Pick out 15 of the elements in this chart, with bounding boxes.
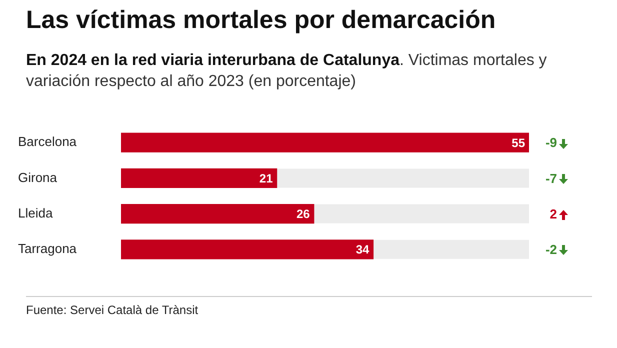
text: -7 (545, 170, 557, 186)
data-label: 34 (356, 242, 370, 257)
y-tick-label: Lleida (18, 205, 54, 220)
text: 2 (550, 206, 557, 222)
y-tick-label: Tarragona (18, 240, 78, 256)
text: En 2024 en la red viaria interurbana de Catalunya. Victimas mortales y variación respecto al año 2023 (en porcentaje) (26, 52, 547, 90)
data-label: 55 (512, 136, 526, 150)
y-tick-label: Girona (18, 170, 58, 185)
data-label: 26 (296, 207, 310, 222)
chart-title: Las víctimas mortales por demarcación (26, 6, 496, 35)
text: -2 (545, 242, 557, 257)
source-note: Fuente: Servei Català de Trànsit (26, 303, 198, 317)
y-tick-label: Barcelona (18, 134, 78, 150)
text: -9 (545, 135, 557, 150)
data-label: 21 (259, 172, 274, 186)
